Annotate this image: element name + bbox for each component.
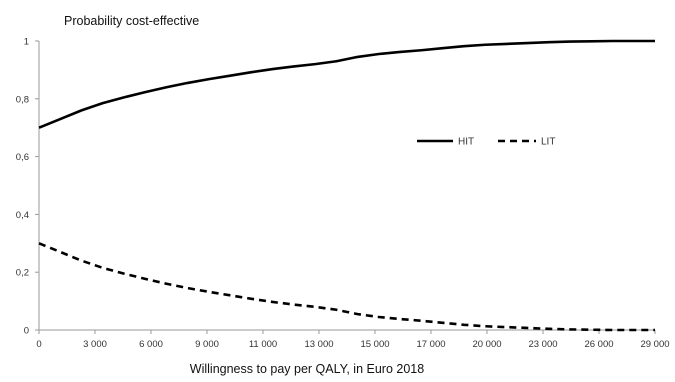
x-tick-label: 0 <box>36 339 41 350</box>
y-tick-label: 0 <box>24 326 29 337</box>
legend-label-hit: HIT <box>458 137 474 148</box>
axes <box>38 41 655 331</box>
x-tick-label: 15 000 <box>360 339 389 350</box>
y-axis-ticks: 0 0,2 0,4 0,6 0,8 1 <box>16 37 39 337</box>
y-tick-label: 0,2 <box>16 268 29 279</box>
x-axis-title: Willingness to pay per QALY, in Euro 201… <box>190 362 424 376</box>
x-tick-label: 23 000 <box>528 339 557 350</box>
y-tick-label: 1 <box>24 37 29 48</box>
x-tick-label: 3 000 <box>83 339 107 350</box>
legend-label-lit: LIT <box>541 137 555 148</box>
x-tick-label: 13 000 <box>304 339 333 350</box>
x-tick-label: 20 000 <box>472 339 501 350</box>
x-tick-label: 11 000 <box>249 339 277 350</box>
y-tick-label: 0,8 <box>16 94 29 105</box>
y-tick-label: 0,4 <box>16 210 29 221</box>
y-axis-title: Probability cost-effective <box>64 14 199 28</box>
x-axis-ticks: 0 3 000 6 000 9 000 11 000 13 000 15 000 17 000… <box>36 330 670 350</box>
y-tick-label: 0,6 <box>16 152 29 163</box>
legend: HIT LIT <box>417 137 555 148</box>
x-tick-label: 17 000 <box>416 339 445 350</box>
x-tick-label: 6 000 <box>139 339 163 350</box>
x-tick-label: 9 000 <box>195 339 219 350</box>
x-tick-label: 26 000 <box>584 339 613 350</box>
series-line-hit <box>38 39 655 129</box>
x-tick-label: 29 000 <box>640 339 669 350</box>
series-layer <box>38 39 655 332</box>
series-line-lit <box>38 242 655 332</box>
